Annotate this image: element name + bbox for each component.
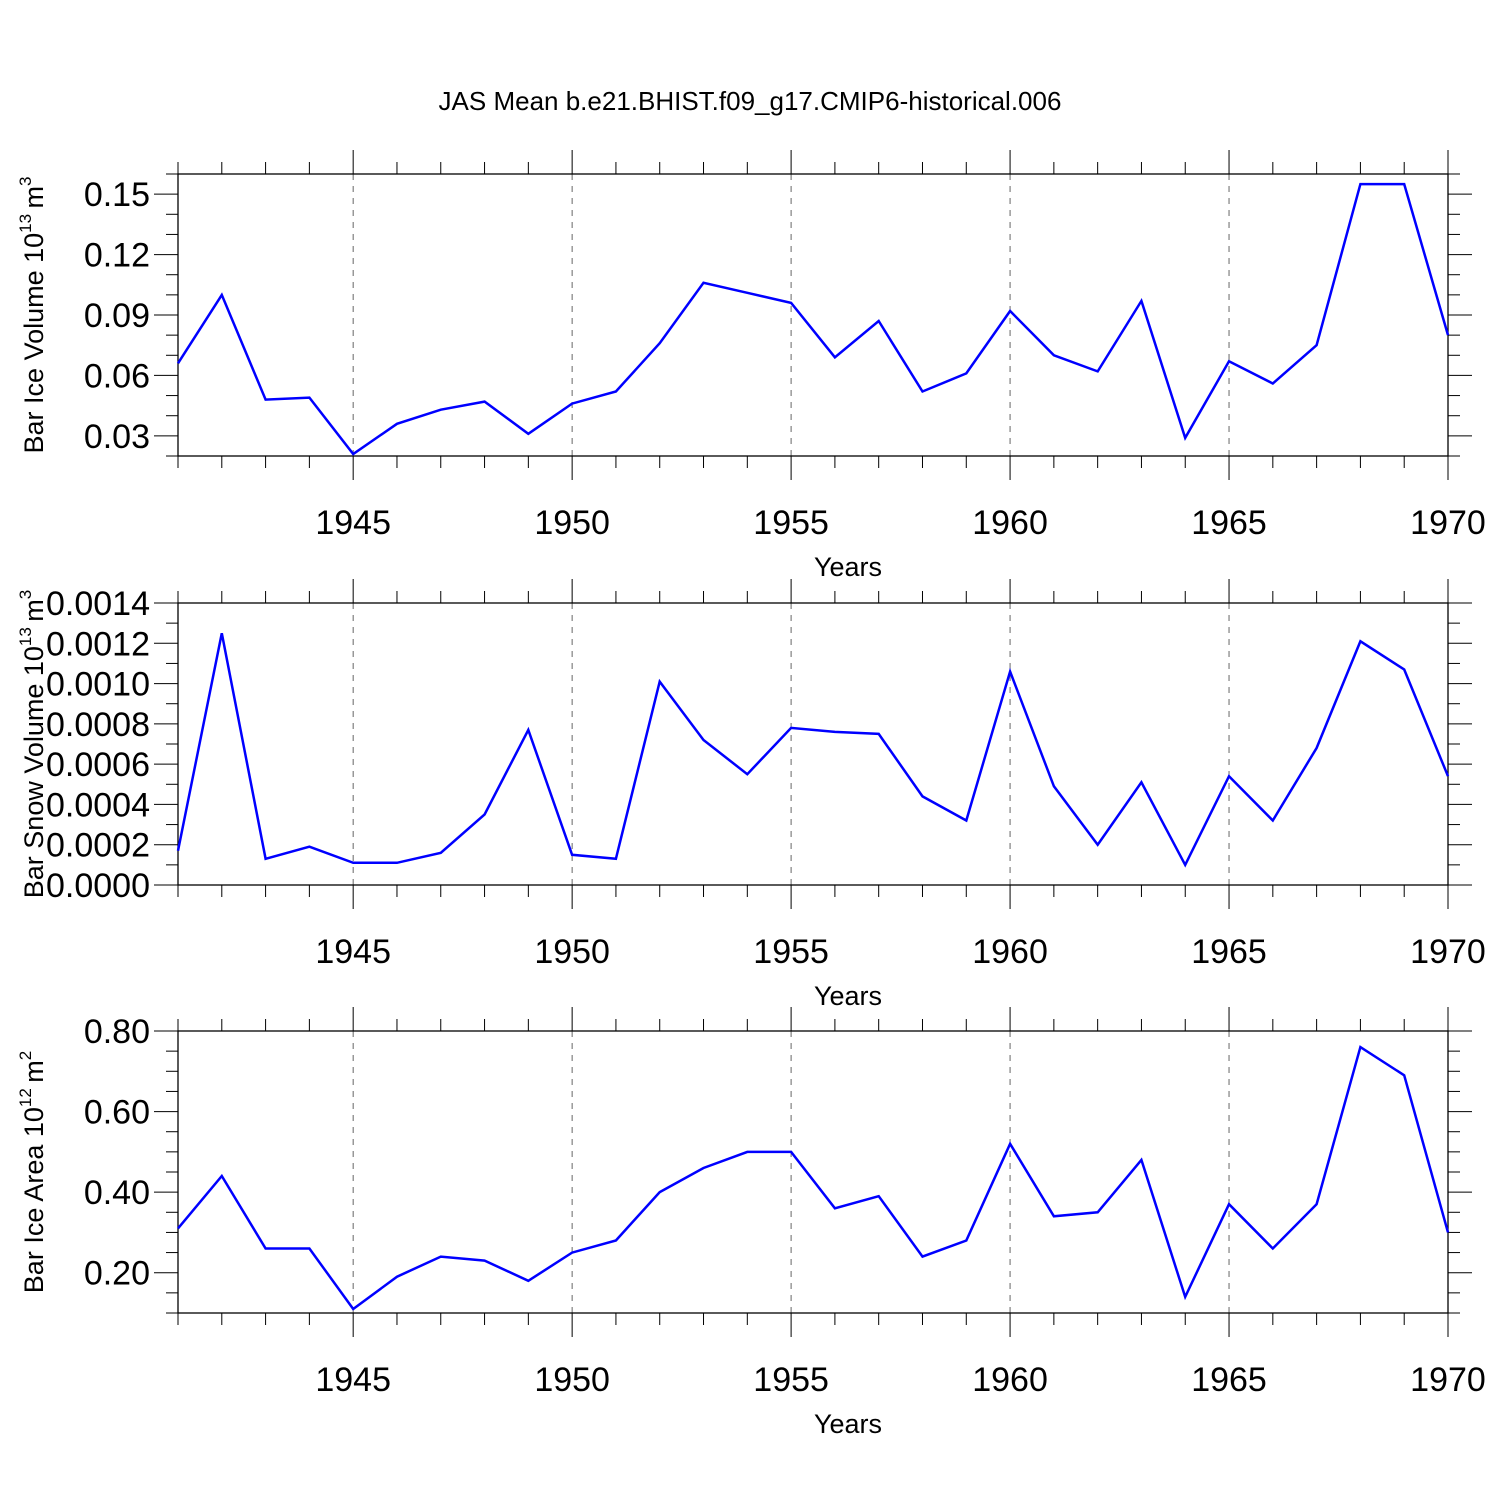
x-tick-label: 1955 [753,1361,829,1399]
y-tick-label: 0.12 [84,237,150,275]
plot-frame [177,602,1449,886]
y-tick-label: 0.0000 [46,867,150,905]
y-tick-label: 0.09 [84,297,150,335]
x-tick-label: 1955 [753,933,829,971]
y-tick-label: 0.40 [84,1174,150,1212]
x-tick-label: 1945 [315,1361,391,1399]
x-tick-label: 1955 [753,504,829,542]
chart-title: JAS Mean b.e21.BHIST.f09_g17.CMIP6-histo… [439,86,1062,116]
y-axis-label-unit-exponent: 3 [16,177,35,186]
panel-2: 0.00000.00020.00040.00060.00080.00100.00… [16,579,1486,1011]
series-line [176,182,1450,456]
x-tick-label: 1960 [972,1361,1048,1399]
y-axis-label-exponent: 13 [16,627,35,646]
x-tick-label: 1965 [1191,933,1267,971]
x-tick-label: 1960 [972,933,1048,971]
y-axis-label-text: Bar Ice Volume 10 [19,233,49,454]
y-tick-label: 0.60 [84,1094,150,1132]
y-axis-label-text: Bar Ice Area 10 [19,1107,49,1293]
series-line [176,632,1450,868]
y-tick-label: 0.0012 [46,625,150,663]
y-axis-label-unit: m [19,1060,49,1088]
series-line [177,1045,1450,1311]
y-axis-label-unit: m [19,599,49,627]
y-tick-label: 0.15 [84,176,150,214]
y-axis-label-exponent: 12 [16,1088,35,1107]
x-tick-label: 1965 [1191,1361,1267,1399]
y-tick-label: 0.03 [84,418,150,456]
y-tick-label: 0.0008 [46,706,150,744]
y-tick-label: 0.20 [84,1255,150,1293]
y-axis-label: Bar Ice Area 1012 m2 [16,1051,49,1293]
x-tick-label: 1970 [1410,504,1486,542]
y-tick-label: 0.06 [84,357,150,395]
x-tick-label: 1970 [1410,1361,1486,1399]
x-axis-label: Years [814,981,882,1011]
y-tick-label: 0.80 [84,1013,150,1051]
y-tick-label: 0.0004 [46,786,150,824]
y-tick-label: 0.0010 [46,666,150,704]
x-tick-label: 1950 [534,1361,610,1399]
x-tick-label: 1965 [1191,504,1267,542]
panel-3: 0.20 0.40 0.60 0.80 1945 1950 1955 1960 1965 1970… [16,1007,1486,1439]
x-tick-label: 1945 [315,933,391,971]
y-tick-label: 0.0006 [46,746,150,784]
x-tick-label: 1960 [972,504,1048,542]
y-tick-label: 0.0002 [46,827,150,865]
y-axis-label-exponent: 13 [16,214,35,233]
x-tick-label: 1950 [534,933,610,971]
x-tick-label: 1970 [1410,933,1486,971]
y-axis-label-unit-exponent: 3 [16,590,35,599]
plot-frame [177,173,1449,457]
x-tick-label: 1945 [315,504,391,542]
plot-frame [177,1030,1449,1314]
x-tick-label: 1950 [534,504,610,542]
x-axis-label: Years [814,552,882,582]
panel-1: 0.03 0.06 0.09 0.12 0.15 1945 1950 1955 1960 1965… [16,150,1486,582]
y-axis-label-unit: m [19,186,49,214]
y-tick-label: 0.0014 [46,585,150,623]
y-axis-label-text: Bar Snow Volume 10 [19,646,49,898]
y-axis-label-unit-exponent: 2 [16,1051,35,1060]
y-axis-label: Bar Ice Volume 1013 m3 [16,177,49,454]
y-axis-label: Bar Snow Volume 1013 m3 [16,590,49,898]
x-axis-label: Years [814,1409,882,1439]
